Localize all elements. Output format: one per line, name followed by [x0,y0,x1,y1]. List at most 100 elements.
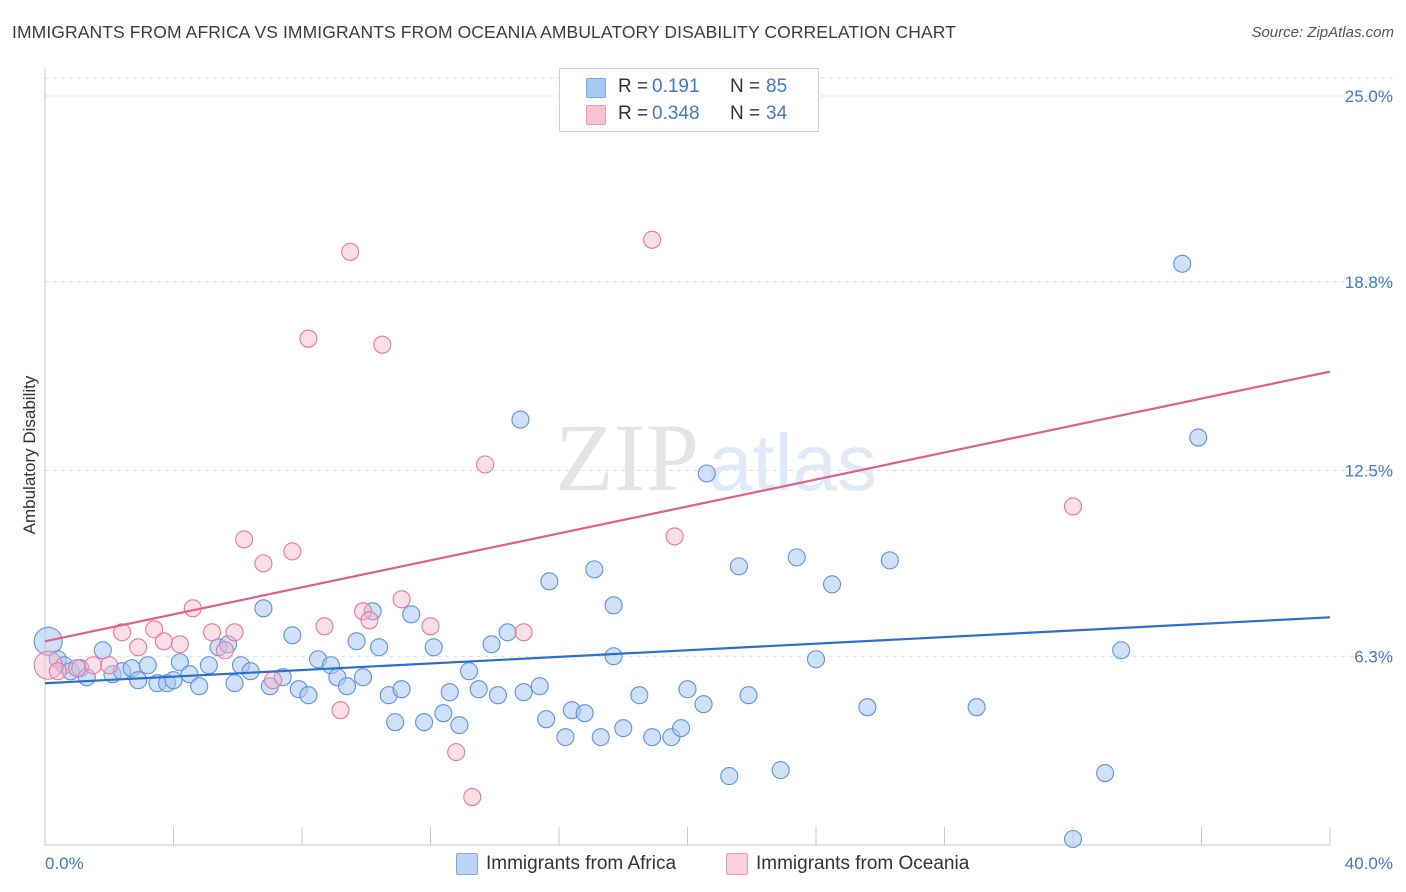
data-point-africa [697,464,716,483]
y-tick-label: 12.5% [1345,462,1393,481]
data-point-oceania [421,617,440,636]
bottom-legend-label-africa: Immigrants from Africa [486,853,677,874]
y-axis-label: Ambulatory Disability [20,375,39,534]
legend-n-value: 85 [766,76,788,97]
data-point-africa [482,635,501,654]
correlation-legend: R = 0.191 N = 85 R = 0.348 N = 34 [559,68,819,132]
bottom-legend-label-oceania: Immigrants from Oceania [756,853,970,874]
data-point-oceania [643,230,662,249]
data-point-africa [672,719,691,738]
y-tick-label: 25.0% [1345,87,1393,106]
data-point-africa [514,683,533,702]
data-point-africa [138,656,157,675]
data-point-oceania [203,623,222,642]
data-point-africa [93,641,112,660]
data-point-oceania [84,656,103,675]
series-oceania-points [33,230,1083,807]
data-point-africa [370,638,389,657]
data-point-africa [787,548,806,567]
data-point-africa [440,683,459,702]
data-point-oceania [360,611,379,630]
data-point-africa [254,599,273,618]
data-point-africa [498,623,517,642]
data-point-oceania [68,659,87,678]
data-point-africa [488,686,508,705]
data-point-oceania [283,542,302,561]
data-point-africa [170,653,189,672]
data-point-africa [337,677,357,696]
data-point-africa [967,698,986,717]
data-point-oceania [113,623,132,642]
data-point-africa [604,647,623,666]
data-point-africa [469,680,488,699]
data-point-africa [694,695,713,714]
data-point-africa [556,728,575,747]
data-point-africa [630,686,649,705]
data-point-oceania [235,530,254,549]
data-point-africa [392,680,411,699]
data-point-africa [880,551,899,570]
data-point-oceania [225,623,244,642]
data-point-africa [434,704,453,723]
data-point-africa [129,671,148,690]
data-point-oceania [264,671,283,690]
trend-lines [44,370,1331,685]
data-point-africa [1189,428,1208,447]
data-point-oceania [447,743,466,762]
data-point-africa [424,638,443,657]
data-point-africa [283,626,302,645]
data-point-africa [771,761,790,780]
y-tick-label: 18.8% [1345,273,1393,292]
bottom-legend-swatch-africa [456,853,478,875]
legend-swatch-africa [586,78,606,98]
data-point-africa [299,686,318,705]
data-point-africa [347,632,366,651]
legend-n-value: 34 [766,103,788,124]
tick-labels: 6.3% 12.5% 18.8% 25.0% 0.0% 40.0% [45,87,1393,873]
data-point-oceania [154,632,173,651]
data-point-oceania [476,455,495,474]
data-point-africa [739,686,758,705]
data-point-africa [241,662,260,681]
data-point-africa [591,728,610,747]
data-point-africa [614,719,633,738]
source-label: Source: ZipAtlas.com [1251,24,1394,41]
legend-r-label: R = [618,103,649,124]
y-tick-label: 6.3% [1354,647,1393,666]
legend-r-value: 0.191 [652,76,700,97]
data-point-africa [1173,254,1192,273]
data-point-oceania [1063,497,1083,516]
data-point-africa [511,410,530,429]
data-point-africa [1112,641,1131,660]
data-point-africa [823,575,842,594]
data-point-oceania [392,590,411,609]
data-point-africa [678,680,697,699]
series-africa-points [33,254,1208,849]
watermark: ZIP atlas [555,404,877,511]
data-point-africa [459,662,479,681]
data-point-africa [575,704,594,723]
data-point-oceania [215,641,234,660]
data-point-africa [540,572,559,591]
data-point-oceania [331,701,350,720]
data-point-oceania [341,242,360,261]
data-point-africa [1063,829,1083,849]
data-point-africa [729,557,748,576]
x-tick-label: 0.0% [45,854,84,873]
data-point-oceania [254,554,273,573]
data-point-oceania [170,635,189,654]
legend-r-value: 0.348 [652,103,700,124]
chart-title: IMMIGRANTS FROM AFRICA VS IMMIGRANTS FRO… [12,22,956,42]
data-point-africa [720,767,739,786]
data-point-oceania [665,527,684,546]
data-point-africa [386,713,405,732]
data-point-africa [1096,764,1115,783]
trend-line-africa [44,616,1331,685]
watermark-atlas: atlas [708,418,877,507]
data-point-africa [858,698,877,717]
data-point-oceania [299,329,318,348]
data-point-oceania [100,656,119,675]
data-point-africa [450,716,469,735]
data-point-oceania [373,335,392,354]
data-point-africa [806,650,826,669]
